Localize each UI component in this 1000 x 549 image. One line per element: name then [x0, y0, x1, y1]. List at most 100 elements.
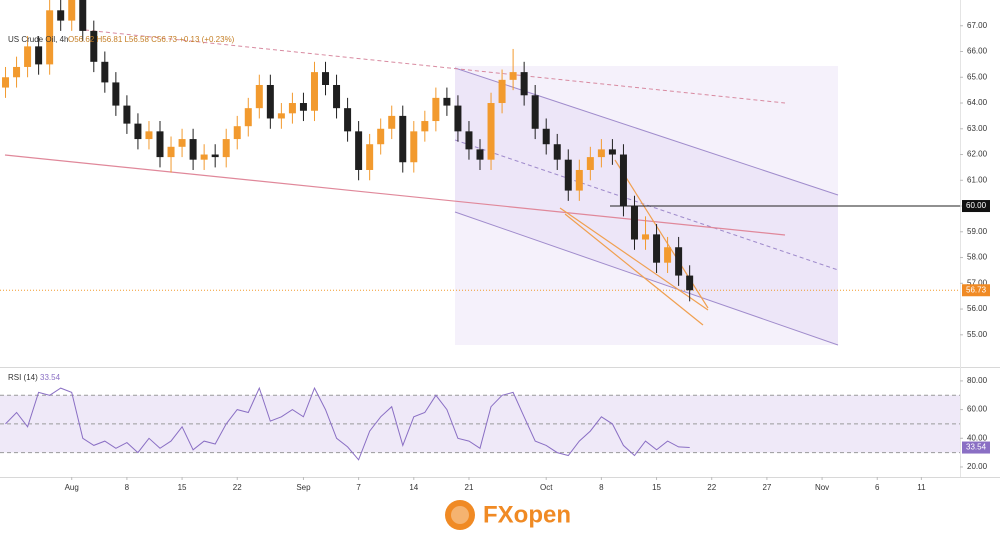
candle-body — [498, 79, 506, 104]
x-tick-label: 22 — [707, 483, 716, 492]
y-tick-label: 67.00 — [967, 21, 988, 30]
candle-body — [686, 275, 694, 291]
x-tick-label: Aug — [65, 483, 79, 492]
candle-body — [388, 115, 396, 129]
rsi-line — [5, 386, 690, 461]
wedge-lower — [564, 213, 704, 326]
candle-body — [101, 61, 109, 83]
y-tick-label: 65.00 — [967, 72, 988, 81]
y-tick-label: 62.00 — [967, 150, 988, 159]
x-tick-label: 7 — [356, 483, 361, 492]
candle-body — [167, 146, 175, 158]
candle-body — [619, 154, 627, 207]
level-label: 60.00 — [966, 201, 987, 210]
candle-body — [189, 139, 197, 160]
rsi-title: RSI (14) — [8, 373, 38, 382]
candle-body — [222, 139, 230, 158]
candle-body — [156, 131, 164, 158]
candle-body — [586, 157, 594, 170]
x-tick-label: 14 — [409, 483, 418, 492]
candle-body — [664, 247, 672, 263]
level-label-bg — [962, 200, 990, 213]
rsi-last-label: 33.54 — [966, 443, 987, 452]
candle-body — [597, 149, 605, 158]
x-tick-label: Oct — [540, 483, 553, 492]
candle-body — [68, 0, 76, 21]
candle-body — [266, 84, 274, 119]
candle-body — [244, 108, 252, 127]
candle-body — [123, 105, 131, 124]
y-tick-label: 60.00 — [967, 405, 988, 414]
candle-body — [178, 139, 186, 147]
candle-body — [465, 131, 473, 150]
y-tick-label: 66.00 — [967, 47, 988, 56]
candle-body — [299, 103, 307, 111]
candle-body — [46, 10, 54, 65]
x-tick-label: 11 — [917, 483, 926, 492]
candle-body — [443, 97, 451, 106]
candle-body — [642, 234, 650, 240]
candle-body — [288, 103, 296, 114]
rsi-value: 33.54 — [40, 373, 61, 382]
candle-body — [553, 144, 561, 160]
candle-body — [255, 84, 263, 109]
trend-dashed — [84, 29, 786, 104]
candle-body — [35, 46, 43, 65]
candle-body — [277, 113, 285, 119]
candle-body — [653, 234, 661, 263]
candle-body — [454, 105, 462, 132]
channel-bottom — [454, 211, 839, 346]
channel-mid — [454, 139, 839, 271]
candle-body — [112, 82, 120, 106]
x-tick-label: Sep — [296, 483, 311, 492]
candle-body — [355, 131, 363, 170]
x-tick-label: 6 — [875, 483, 880, 492]
y-tick-label: 57.00 — [967, 278, 988, 287]
candle-body — [211, 154, 219, 158]
candle-body — [432, 97, 440, 122]
x-tick-label: 21 — [465, 483, 474, 492]
candle-body — [531, 95, 539, 129]
candle-body — [476, 149, 484, 160]
candle-body — [487, 103, 495, 160]
wedge-upper — [559, 207, 709, 311]
candle-body — [145, 131, 153, 140]
y-tick-label: 56.00 — [967, 304, 988, 313]
candle-body — [564, 159, 572, 191]
candle-body — [24, 46, 32, 67]
candle-body — [233, 126, 241, 140]
x-tick-label: 27 — [762, 483, 771, 492]
candle-body — [200, 154, 208, 160]
channel-top — [454, 67, 839, 196]
y-tick-label: 63.00 — [967, 124, 988, 133]
ohlc-text: O56.62 H56.81 L56.58 C56.73 +0.13 (+0.23… — [68, 35, 235, 44]
candle-body — [608, 149, 616, 155]
y-tick-label: 58.00 — [967, 253, 988, 262]
x-tick-label: 15 — [178, 483, 187, 492]
candle-body — [57, 10, 65, 21]
last-price-label: 56.73 — [966, 285, 987, 294]
x-tick-label: 8 — [599, 483, 604, 492]
x-tick-label: 15 — [652, 483, 661, 492]
rsi-last-bg — [962, 441, 990, 454]
candle-body — [399, 115, 407, 163]
candle-body — [344, 108, 352, 132]
logo-icon — [445, 500, 475, 530]
y-tick-label: 59.00 — [967, 227, 988, 236]
logo-icon-inner — [451, 506, 469, 524]
candle-body — [410, 131, 418, 163]
candle-body — [13, 66, 21, 78]
x-tick-label: 8 — [125, 483, 130, 492]
y-tick-label: 20.00 — [967, 462, 988, 471]
price-panel: 55.00 56.00 57.00 58.00 59.00 60.00 61.00 62.00… — [0, 0, 990, 339]
y-tick-label: 61.00 — [967, 175, 988, 184]
candle-body — [322, 72, 330, 85]
logo-text: FXopen — [483, 501, 571, 528]
candle-body — [79, 0, 87, 31]
logo: FXopen — [445, 500, 571, 530]
symbol-title: US Crude Oil, 4h — [8, 35, 68, 44]
candle-body — [575, 169, 583, 191]
last-price-bg — [962, 284, 990, 297]
y-tick-label: 55.00 — [967, 330, 988, 339]
